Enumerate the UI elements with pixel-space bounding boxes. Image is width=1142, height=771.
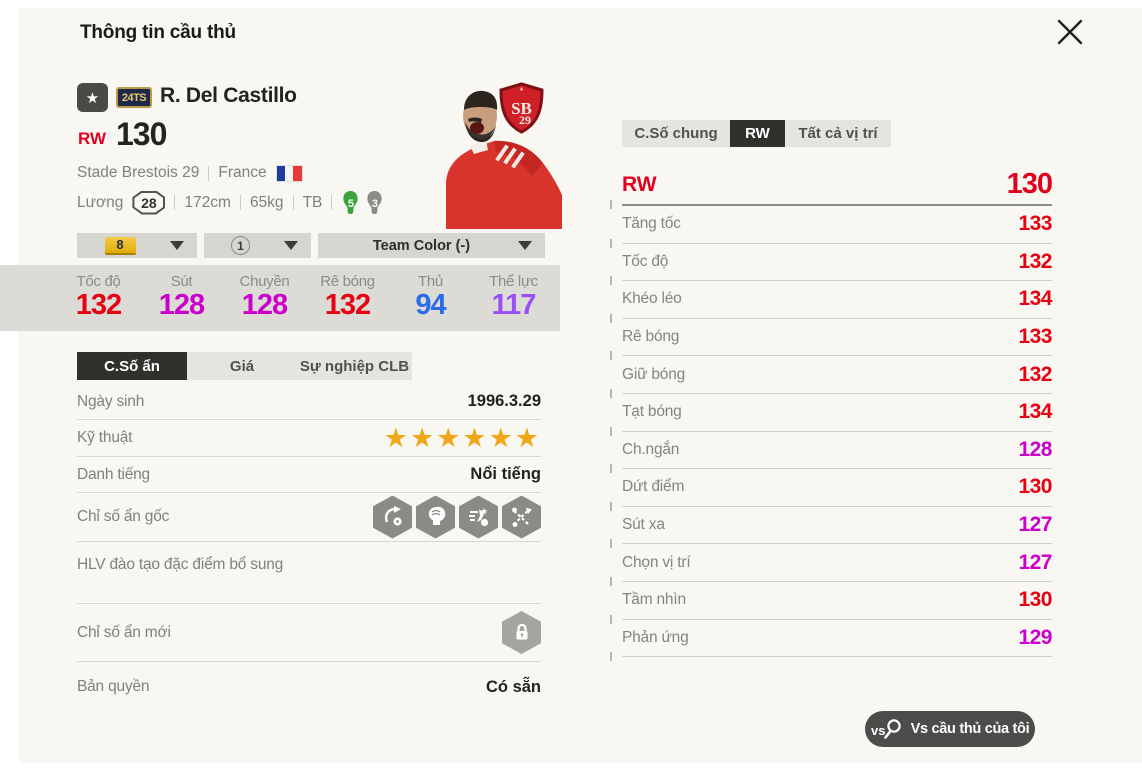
- trait-icons: [373, 495, 541, 539]
- stat-speed: Tốc độ 132: [75, 273, 122, 321]
- divider: [208, 165, 210, 181]
- stat-row-finishing: Dứt điểm 130: [610, 469, 1052, 511]
- salary-badge: 28: [132, 190, 166, 215]
- stat-physical: Thể lực 117: [489, 273, 538, 321]
- tab-all-positions[interactable]: Tất cả vị trí: [785, 120, 891, 147]
- tab-hidden-stats[interactable]: C.Số ẩn: [77, 352, 187, 380]
- left-tab-bar: C.Số ẩn Giá Sự nghiệp CLB: [77, 352, 412, 380]
- speed-dribbler-icon: [459, 495, 498, 539]
- right-tab-bar: C.Số chung RW Tất cả vị trí: [622, 120, 891, 147]
- team-color-value: Team Color (-): [372, 237, 471, 254]
- season-badge: 24TS: [116, 87, 152, 108]
- stat-row-long-shot: Sút xa 127: [610, 507, 1052, 548]
- weak-foot-boot-icon: 3: [365, 190, 384, 215]
- tab-price[interactable]: Giá: [187, 352, 297, 380]
- detail-row-skill: Kỹ thuật ★★★★★★: [77, 420, 541, 457]
- stat-row-sprint-speed: Tốc độ 132: [610, 244, 1052, 285]
- crest-number: 29: [519, 113, 531, 127]
- club-crest: SB 29: [497, 82, 546, 139]
- preferred-foot: TB: [302, 193, 323, 211]
- page-title: Thông tin cầu thủ: [80, 22, 236, 43]
- divider: [174, 195, 176, 210]
- divider: [292, 195, 294, 210]
- stat-row-positioning: Chọn vị trí 127: [610, 544, 1052, 586]
- player-name: R. Del Castillo: [160, 84, 297, 107]
- stat-shoot: Sút 128: [158, 273, 205, 321]
- stat-row-reactions: Phản ứng 129: [610, 620, 1052, 661]
- team-color-dropdown[interactable]: Team Color (-): [318, 233, 545, 258]
- chevron-down-icon: [284, 241, 298, 250]
- stat-row-dribbling: Rê bóng 133: [610, 319, 1052, 360]
- detail-row-birthdate: Ngày sinh 1996.3.29: [77, 384, 541, 420]
- heading-icon: [416, 495, 455, 539]
- chevron-down-icon: [518, 241, 532, 250]
- player-photo: [404, 84, 562, 234]
- club-name: Stade Brestois 29: [77, 164, 200, 181]
- stat-row-acceleration: Tăng tốc 133: [610, 206, 1052, 248]
- tab-general-stats[interactable]: C.Số chung: [622, 120, 730, 147]
- france-flag-icon: [275, 164, 303, 182]
- crossing-paths-icon: [502, 495, 541, 539]
- tab-position-rw[interactable]: RW: [730, 120, 785, 147]
- vs-my-player-button[interactable]: vs Vs cầu thủ của tôi: [865, 711, 1035, 747]
- flair-dribble-icon: [373, 495, 412, 539]
- position-stats-header: RW 130: [610, 165, 1053, 209]
- stat-pass: Chuyền 128: [239, 273, 290, 321]
- detail-row-coach-traits: HLV đào tạo đặc điểm bổ sung: [77, 542, 541, 604]
- stat-row-ball-control: Giữ bóng 132: [610, 356, 1052, 398]
- favorite-star-icon[interactable]: ★: [77, 83, 108, 112]
- detail-row-fame: Danh tiếng Nổi tiếng: [77, 457, 541, 493]
- details-list: Ngày sinh 1996.3.29 Kỹ thuật ★★★★★★ Danh…: [77, 384, 541, 712]
- summary-stats-band: Tốc độ 132 Sút 128 Chuyền 128 Rê bóng 13…: [0, 265, 560, 331]
- lock-icon: [502, 611, 541, 654]
- vs-my-player-label: Vs cầu thủ của tôi: [910, 721, 1030, 737]
- stat-row-vision: Tầm nhìn 130: [610, 582, 1052, 624]
- vs-search-icon: vs: [871, 719, 901, 739]
- tab-club-career[interactable]: Sự nghiệp CLB: [297, 352, 412, 380]
- grade-dropdown[interactable]: 1: [204, 233, 311, 258]
- detail-row-hidden-new: Chỉ số ẩn mới: [77, 604, 541, 662]
- detail-row-hidden-origin: Chỉ số ẩn gốc: [77, 493, 541, 542]
- salary-label: Lương: [77, 193, 124, 211]
- position-stats-list: RW 130 Tăng tốc 133 Tốc độ 132 Khéo léo 134…: [610, 165, 1053, 661]
- stat-row-short-pass: Ch.ngắn 128: [610, 432, 1052, 473]
- skill-moves-boot-icon: 5: [341, 190, 360, 215]
- grade-badge: 1: [231, 236, 250, 255]
- attributes-row: Lương 28 172cm 65kg TB 5 3: [77, 190, 384, 215]
- skill-stars: ★★★★★★: [383, 422, 541, 453]
- crest-initials: SB: [511, 99, 532, 118]
- divider: [239, 195, 241, 210]
- stat-defense: Thủ 94: [415, 273, 446, 321]
- upgrade-level-badge: 8: [104, 236, 136, 255]
- player-overall-rating: 130: [116, 116, 167, 152]
- nation-name: France: [218, 164, 267, 181]
- stat-dribble: Rê bóng 132: [320, 273, 375, 321]
- modal-background: [18, 8, 1142, 763]
- upgrade-level-dropdown[interactable]: 8: [77, 233, 197, 258]
- player-height: 172cm: [184, 193, 231, 211]
- divider: [331, 195, 333, 210]
- chevron-down-icon: [170, 241, 184, 250]
- svg-text:vs: vs: [871, 723, 885, 738]
- stat-row-crossing: Tạt bóng 134: [610, 394, 1052, 436]
- player-position: RW: [78, 129, 107, 148]
- player-weight: 65kg: [249, 193, 284, 211]
- close-icon[interactable]: [1050, 12, 1090, 52]
- stat-row-agility: Khéo léo 134: [610, 281, 1052, 323]
- club-nation-row: Stade Brestois 29 France: [77, 164, 303, 182]
- detail-row-license: Bản quyền Có sẵn: [77, 677, 541, 696]
